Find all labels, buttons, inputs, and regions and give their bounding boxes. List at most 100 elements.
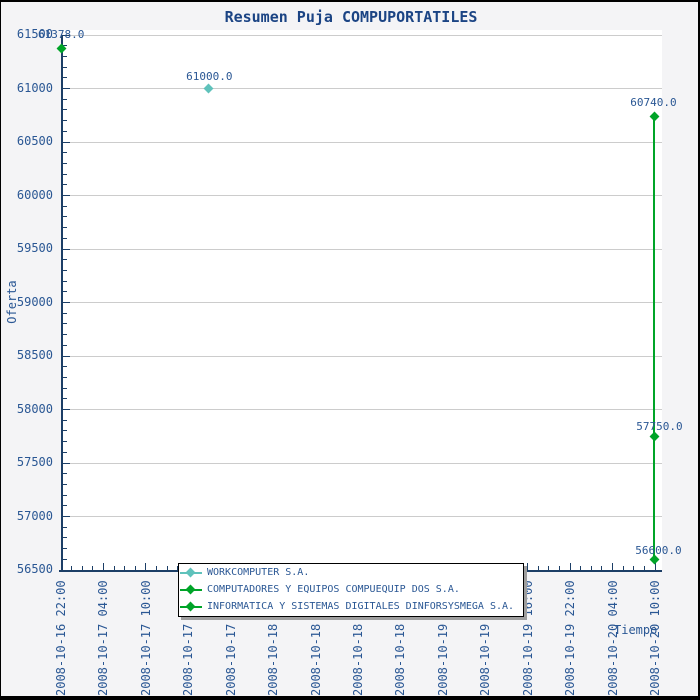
y-minor-tick	[63, 216, 67, 218]
y-minor-tick	[63, 387, 67, 389]
x-minor-tick	[537, 566, 539, 570]
legend-diamond-icon	[185, 567, 196, 578]
y-tick-label: 59500	[16, 241, 53, 255]
x-minor-tick	[590, 566, 592, 570]
y-major-tick	[63, 195, 70, 196]
y-minor-tick	[63, 162, 67, 164]
y-minor-tick	[63, 398, 67, 400]
y-minor-tick	[63, 312, 67, 314]
x-major-tick	[102, 563, 104, 570]
y-minor-tick	[63, 376, 67, 378]
y-minor-tick	[63, 344, 67, 346]
y-minor-tick	[63, 205, 67, 207]
legend-series-marker	[180, 567, 202, 578]
x-minor-tick	[643, 566, 645, 570]
y-tick-label: 56500	[16, 562, 53, 576]
y-gridline	[63, 462, 662, 464]
x-minor-tick	[155, 566, 157, 570]
y-gridline	[63, 355, 662, 357]
y-minor-tick	[63, 483, 67, 485]
y-minor-tick	[63, 505, 67, 507]
y-minor-tick	[63, 537, 67, 539]
data-point-diamond	[649, 111, 660, 122]
y-minor-tick	[63, 441, 67, 443]
y-tick-label: 57000	[16, 508, 53, 523]
y-minor-tick	[63, 227, 67, 229]
y-minor-tick	[63, 109, 67, 111]
y-tick-label: 60000	[16, 187, 53, 202]
plot-area	[63, 30, 662, 571]
y-tick-label: 61000	[16, 80, 53, 95]
y-minor-tick	[63, 366, 67, 368]
x-minor-tick	[633, 566, 635, 570]
x-major-tick	[612, 563, 614, 570]
y-gridline	[63, 34, 662, 36]
y-gridline	[63, 141, 662, 143]
y-gridline	[63, 302, 662, 303]
y-minor-tick	[63, 280, 67, 282]
y-minor-tick	[63, 77, 67, 79]
y-minor-tick	[63, 494, 67, 496]
data-point-label: 57750.0	[636, 420, 683, 434]
x-minor-tick	[177, 566, 179, 570]
y-minor-tick	[63, 430, 67, 432]
y-tick-label: 60500	[16, 134, 53, 148]
y-minor-tick	[63, 173, 67, 175]
legend-diamond-icon	[185, 601, 196, 612]
y-minor-tick	[63, 45, 67, 47]
data-point-label: 60740.0	[630, 96, 677, 110]
y-minor-tick	[63, 526, 67, 528]
y-gridline	[63, 409, 662, 410]
x-minor-tick	[548, 566, 550, 570]
y-major-tick	[63, 355, 70, 357]
data-point-label: 61000.0	[186, 69, 233, 83]
y-minor-tick	[63, 98, 67, 100]
y-major-tick	[63, 302, 70, 303]
y-major-tick	[63, 248, 70, 250]
y-major-tick	[63, 516, 70, 517]
y-minor-tick	[63, 291, 67, 293]
data-point-label: 56600.0	[635, 544, 682, 558]
y-minor-tick	[63, 259, 67, 261]
y-minor-tick	[63, 558, 67, 560]
x-axis-title: Tiempo	[614, 623, 658, 637]
y-minor-tick	[63, 55, 67, 57]
x-minor-tick	[580, 566, 582, 570]
y-gridline	[63, 516, 662, 517]
x-minor-tick	[622, 566, 624, 570]
series-connector-line	[653, 116, 656, 560]
legend-row: WORKCOMPUTER S.A.	[179, 565, 523, 581]
x-major-tick	[654, 563, 656, 570]
y-major-tick	[63, 34, 70, 36]
y-major-tick	[63, 462, 70, 464]
y-major-tick	[63, 88, 70, 89]
x-minor-tick	[134, 566, 136, 570]
x-major-tick	[527, 563, 529, 570]
y-minor-tick	[63, 334, 67, 336]
y-minor-tick	[63, 130, 67, 132]
y-minor-tick	[63, 451, 67, 453]
y-tick-label: 59000	[16, 294, 53, 309]
x-minor-tick	[559, 566, 561, 570]
y-minor-tick	[63, 152, 67, 154]
x-minor-tick	[92, 566, 94, 570]
y-minor-tick	[63, 120, 67, 122]
data-point-diamond	[203, 83, 214, 94]
y-minor-tick	[63, 237, 67, 239]
y-minor-tick	[63, 66, 67, 68]
y-major-tick	[63, 409, 70, 410]
legend-series-marker	[180, 601, 202, 612]
data-point-label: 61378.0	[38, 28, 85, 42]
data-point-diamond	[56, 43, 66, 53]
y-gridline	[63, 248, 662, 250]
legend-row: COMPUTADORES Y EQUIPOS COMPUEQUIP DOS S.…	[179, 582, 523, 598]
chart-title: Resumen Puja COMPUPORTATILES	[224, 8, 478, 26]
y-minor-tick	[63, 419, 67, 421]
y-minor-tick	[63, 269, 67, 271]
y-tick-label: 58000	[16, 401, 53, 416]
y-minor-tick	[63, 473, 67, 475]
x-major-tick	[145, 563, 147, 570]
y-gridline	[63, 88, 662, 89]
y-minor-tick	[63, 323, 67, 325]
